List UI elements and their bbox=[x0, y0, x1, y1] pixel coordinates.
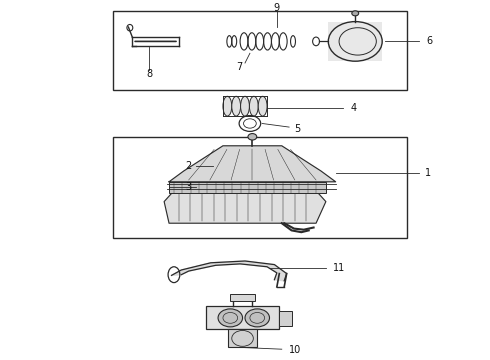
Text: 2: 2 bbox=[185, 161, 191, 171]
Text: 6: 6 bbox=[426, 36, 432, 46]
Text: 5: 5 bbox=[294, 123, 300, 134]
Ellipse shape bbox=[223, 96, 232, 116]
Text: 3: 3 bbox=[185, 182, 191, 192]
Bar bbox=[169, 182, 326, 193]
Polygon shape bbox=[169, 146, 336, 182]
Ellipse shape bbox=[258, 96, 267, 116]
Bar bbox=[279, 311, 292, 326]
Bar bbox=[113, 137, 407, 238]
Polygon shape bbox=[164, 191, 326, 223]
Bar bbox=[228, 329, 257, 347]
Ellipse shape bbox=[248, 134, 257, 140]
Ellipse shape bbox=[249, 96, 258, 116]
Ellipse shape bbox=[232, 96, 241, 116]
Ellipse shape bbox=[218, 309, 243, 327]
Bar bbox=[113, 11, 407, 90]
Text: 10: 10 bbox=[289, 345, 301, 355]
Ellipse shape bbox=[245, 309, 270, 327]
Ellipse shape bbox=[241, 96, 249, 116]
Text: 1: 1 bbox=[425, 168, 431, 178]
Text: 7: 7 bbox=[236, 62, 242, 72]
Text: 4: 4 bbox=[350, 103, 356, 113]
Ellipse shape bbox=[328, 22, 382, 61]
Ellipse shape bbox=[352, 11, 359, 16]
Bar bbox=[328, 22, 382, 61]
Polygon shape bbox=[172, 261, 287, 281]
Text: 8: 8 bbox=[147, 69, 152, 79]
Text: 11: 11 bbox=[333, 263, 345, 273]
Text: 9: 9 bbox=[274, 3, 280, 13]
Bar bbox=[230, 294, 255, 301]
Bar bbox=[206, 306, 279, 329]
